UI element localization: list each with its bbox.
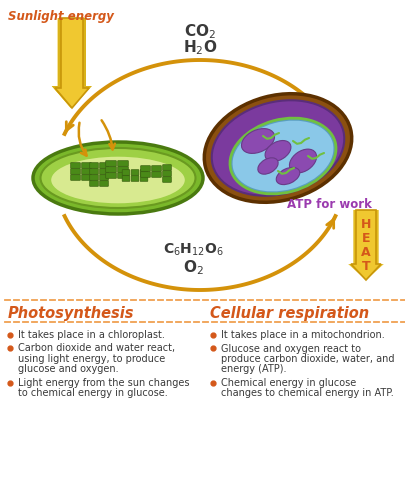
FancyBboxPatch shape (117, 160, 128, 166)
FancyArrow shape (51, 18, 89, 108)
Text: Photosynthesis: Photosynthesis (8, 306, 134, 321)
Text: Glucose and oxygen react to: Glucose and oxygen react to (220, 344, 360, 353)
Text: It takes place in a mitochondrion.: It takes place in a mitochondrion. (220, 330, 384, 340)
FancyBboxPatch shape (151, 172, 161, 177)
FancyBboxPatch shape (122, 170, 130, 175)
FancyBboxPatch shape (122, 176, 130, 182)
Text: Carbon dioxide and water react,: Carbon dioxide and water react, (18, 344, 175, 353)
Ellipse shape (231, 120, 334, 192)
Ellipse shape (241, 128, 274, 154)
FancyBboxPatch shape (117, 166, 128, 172)
FancyBboxPatch shape (162, 164, 171, 170)
Text: glucose and oxygen.: glucose and oxygen. (18, 364, 118, 374)
Text: C$_6$H$_{12}$O$_6$: C$_6$H$_{12}$O$_6$ (162, 242, 223, 258)
Ellipse shape (33, 142, 202, 214)
Text: changes to chemical energy in ATP.: changes to chemical energy in ATP. (220, 388, 393, 398)
FancyArrow shape (52, 18, 92, 108)
FancyBboxPatch shape (151, 166, 161, 172)
FancyBboxPatch shape (140, 176, 147, 182)
Text: to chemical energy in glucose.: to chemical energy in glucose. (18, 388, 167, 398)
Text: using light energy, to produce: using light energy, to produce (18, 354, 165, 364)
FancyBboxPatch shape (140, 170, 147, 175)
FancyArrow shape (348, 210, 382, 280)
FancyArrow shape (52, 18, 91, 108)
FancyBboxPatch shape (162, 170, 171, 176)
FancyBboxPatch shape (100, 168, 108, 174)
FancyBboxPatch shape (105, 166, 116, 172)
Text: It takes place in a chloroplast.: It takes place in a chloroplast. (18, 330, 164, 340)
FancyArrow shape (52, 18, 90, 108)
Ellipse shape (50, 156, 185, 204)
FancyBboxPatch shape (70, 174, 80, 180)
Ellipse shape (257, 158, 277, 174)
FancyArrow shape (349, 210, 382, 280)
Text: E: E (361, 232, 369, 245)
FancyBboxPatch shape (131, 170, 139, 175)
FancyBboxPatch shape (100, 174, 108, 180)
FancyBboxPatch shape (117, 172, 128, 178)
Text: H$_2$O: H$_2$O (182, 38, 217, 56)
Text: produce carbon dioxide, water, and: produce carbon dioxide, water, and (220, 354, 394, 364)
Ellipse shape (40, 148, 195, 208)
Text: H: H (360, 218, 370, 231)
Text: ATP for work: ATP for work (286, 198, 371, 211)
Text: CO$_2$: CO$_2$ (183, 22, 215, 40)
FancyBboxPatch shape (141, 172, 150, 177)
Ellipse shape (211, 100, 343, 196)
FancyBboxPatch shape (81, 174, 91, 180)
FancyBboxPatch shape (90, 180, 98, 186)
FancyBboxPatch shape (131, 176, 139, 182)
Text: Sunlight energy: Sunlight energy (8, 10, 113, 23)
FancyBboxPatch shape (81, 168, 91, 174)
Ellipse shape (289, 149, 316, 173)
Text: Light energy from the sun changes: Light energy from the sun changes (18, 378, 189, 388)
FancyBboxPatch shape (100, 180, 108, 186)
Text: T: T (361, 260, 369, 273)
Text: O$_2$: O$_2$ (182, 258, 203, 276)
Ellipse shape (275, 168, 299, 184)
FancyBboxPatch shape (90, 168, 98, 174)
FancyBboxPatch shape (141, 166, 150, 172)
FancyBboxPatch shape (162, 176, 171, 182)
Ellipse shape (264, 140, 290, 162)
FancyBboxPatch shape (70, 162, 80, 168)
Text: A: A (360, 246, 370, 259)
FancyBboxPatch shape (90, 174, 98, 180)
FancyBboxPatch shape (105, 172, 116, 178)
Text: Cellular respiration: Cellular respiration (209, 306, 368, 321)
Ellipse shape (204, 94, 351, 202)
FancyBboxPatch shape (90, 162, 98, 168)
FancyArrow shape (347, 210, 383, 280)
Text: energy (ATP).: energy (ATP). (220, 364, 286, 374)
FancyArrow shape (55, 18, 89, 108)
FancyBboxPatch shape (100, 162, 108, 168)
Text: Chemical energy in glucose: Chemical energy in glucose (220, 378, 355, 388)
FancyBboxPatch shape (81, 162, 91, 168)
FancyArrow shape (52, 18, 91, 108)
FancyArrow shape (350, 210, 380, 280)
FancyArrow shape (347, 210, 383, 280)
FancyBboxPatch shape (70, 168, 80, 174)
FancyArrow shape (349, 210, 381, 280)
FancyArrow shape (52, 18, 90, 108)
FancyBboxPatch shape (105, 160, 116, 166)
